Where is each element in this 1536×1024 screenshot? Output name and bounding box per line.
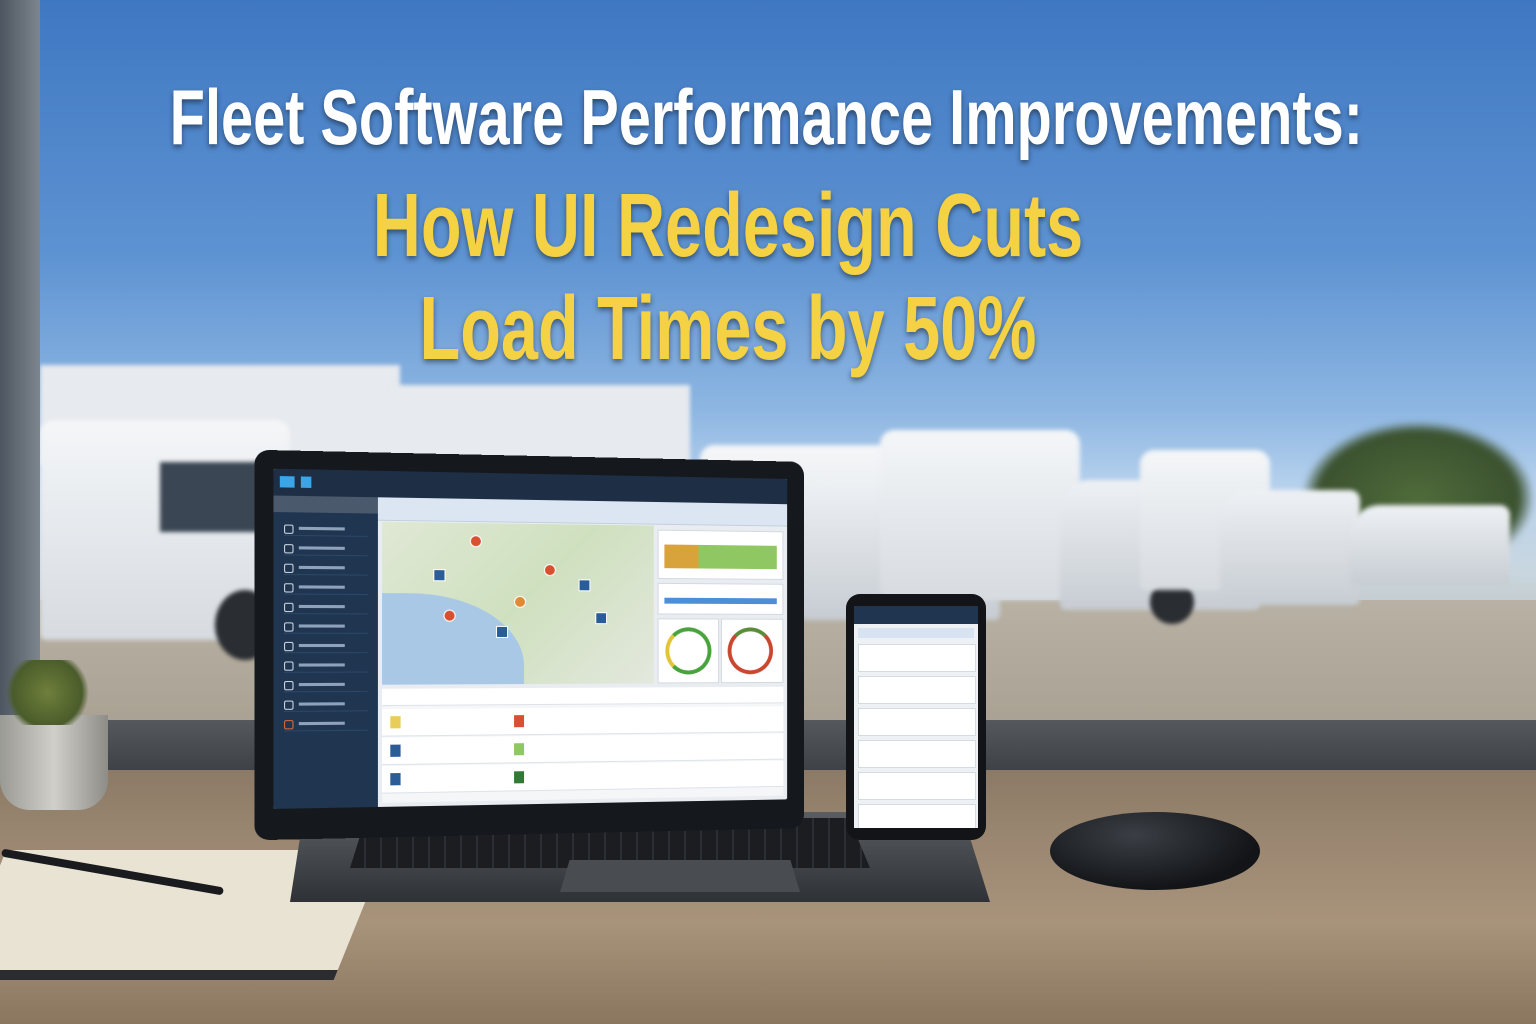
- gauge-panel: [657, 618, 720, 684]
- vehicle-pin-icon[interactable]: [595, 612, 608, 625]
- sidebar-item[interactable]: [284, 698, 368, 712]
- truck: [880, 430, 1080, 600]
- nav-icon: [284, 680, 294, 691]
- nav-icon: [284, 563, 294, 574]
- nav-icon: [284, 641, 294, 652]
- alert-icon: [514, 715, 525, 728]
- table-row[interactable]: [382, 760, 784, 794]
- sidebar-item[interactable]: [284, 600, 368, 615]
- nav-icon: [284, 622, 294, 632]
- menu-icon: [300, 476, 312, 488]
- nav-icon: [284, 583, 294, 593]
- table-row[interactable]: [382, 706, 784, 737]
- headline-line-1: Fleet Software Performance Improvements:: [169, 73, 1363, 161]
- alert-icon: [514, 771, 525, 784]
- sidebar-item[interactable]: [284, 561, 368, 576]
- nav-icon: [284, 524, 294, 534]
- mobile-list-item[interactable]: [858, 772, 976, 800]
- vehicle-illustration: [664, 544, 777, 570]
- nav-icon: [284, 661, 294, 671]
- vehicle-icon: [390, 716, 401, 729]
- gauge-chart: [727, 627, 774, 675]
- gauge-panel: [720, 618, 784, 684]
- headline-line-3: Load Times by 50%: [419, 279, 1037, 379]
- sidebar-item[interactable]: [284, 581, 368, 596]
- nav-icon: [284, 544, 294, 554]
- mobile-list-item[interactable]: [858, 676, 976, 704]
- nav-icon: [284, 700, 294, 710]
- table-header: [382, 686, 784, 707]
- computer-mouse: [1050, 812, 1260, 890]
- vehicle-icon: [390, 744, 401, 757]
- vehicle-pin-icon[interactable]: [578, 579, 591, 592]
- succulent-plant: [0, 660, 95, 725]
- mobile-list-item[interactable]: [858, 644, 976, 672]
- mobile-search[interactable]: [858, 628, 974, 638]
- vehicle-pin-icon[interactable]: [543, 564, 556, 577]
- vehicle-pin-icon[interactable]: [496, 625, 509, 638]
- sidebar-item[interactable]: [284, 542, 368, 557]
- vehicle-pin-icon[interactable]: [514, 595, 527, 608]
- map-water: [382, 593, 525, 685]
- fleet-map[interactable]: [382, 521, 654, 685]
- vehicle-pin-icon[interactable]: [433, 569, 446, 582]
- mobile-fleet-app: [854, 606, 978, 828]
- nav-icon: [284, 602, 294, 613]
- mobile-list-item[interactable]: [858, 804, 976, 828]
- table-row[interactable]: [382, 733, 784, 766]
- plant-pot: [0, 715, 108, 810]
- vehicle-icon: [390, 773, 401, 786]
- mobile-list-item[interactable]: [858, 708, 976, 736]
- sidebar-item[interactable]: [284, 717, 368, 732]
- sidebar-header: [273, 495, 378, 514]
- vehicle-table: [382, 686, 784, 803]
- nav-icon: [284, 720, 294, 730]
- app-logo-icon: [279, 476, 295, 488]
- fleet-dashboard-screen: [273, 468, 788, 809]
- sidebar-item[interactable]: [284, 678, 368, 693]
- mobile-topbar: [854, 606, 978, 624]
- truck-cab: [1350, 505, 1510, 585]
- smartphone: [846, 594, 986, 840]
- gauge-chart: [665, 627, 712, 675]
- truck-window: [160, 462, 260, 532]
- vehicle-status-panel: [657, 529, 784, 580]
- sidebar-item[interactable]: [284, 620, 368, 634]
- mobile-list-item[interactable]: [858, 740, 976, 768]
- progress-panel: [657, 582, 784, 615]
- sidebar-item[interactable]: [284, 522, 368, 537]
- laptop: [254, 449, 804, 841]
- sidebar-item[interactable]: [284, 659, 368, 673]
- alert-icon: [514, 743, 525, 756]
- truck-cab: [1220, 490, 1360, 605]
- vehicle-pin-icon[interactable]: [469, 535, 482, 548]
- headline-line-2: How UI Redesign Cuts: [372, 176, 1084, 276]
- progress-bar: [664, 597, 777, 605]
- app-sidebar: [273, 495, 378, 809]
- vehicle-pin-icon[interactable]: [443, 609, 456, 622]
- laptop-trackpad: [560, 860, 800, 892]
- sidebar-item[interactable]: [284, 639, 368, 654]
